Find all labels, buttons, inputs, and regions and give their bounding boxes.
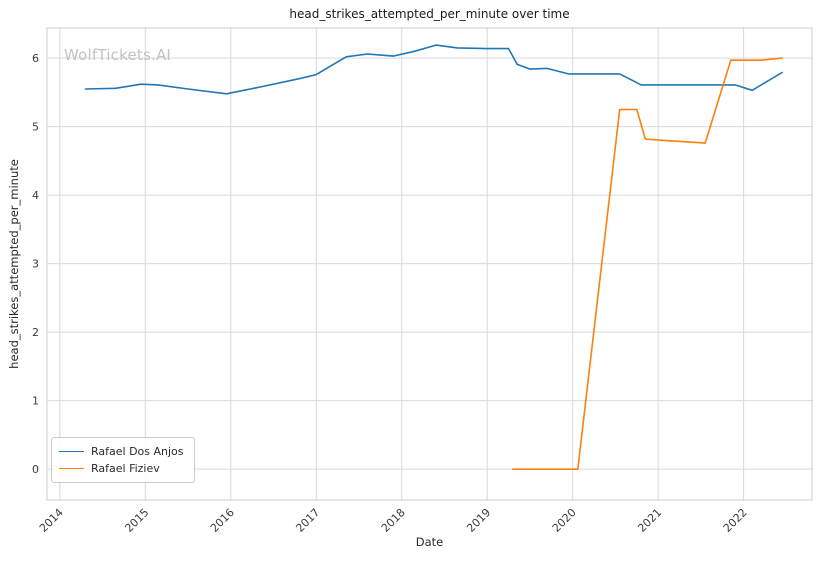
legend: Rafael Dos Anjos Rafael Fiziev xyxy=(51,437,195,483)
x-tick-label: 2021 xyxy=(635,506,664,535)
y-tick-label: 2 xyxy=(32,326,39,339)
y-tick-label: 6 xyxy=(32,52,39,65)
x-tick-label: 2016 xyxy=(208,506,237,535)
legend-item-rafael-fiziev: Rafael Fiziev xyxy=(59,460,184,477)
y-tick-label: 3 xyxy=(32,258,39,271)
watermark: WolfTickets.AI xyxy=(64,46,172,64)
x-tick-label: 2022 xyxy=(721,506,750,535)
plot-border xyxy=(46,27,813,501)
series-line-1 xyxy=(511,57,783,471)
x-tick-label: 2017 xyxy=(293,506,322,535)
y-tick-label: 1 xyxy=(32,395,39,408)
chart-title: head_strikes_attempted_per_minute over t… xyxy=(289,7,570,21)
x-tick-label: 2015 xyxy=(122,506,151,535)
series-line-0 xyxy=(84,44,783,95)
x-tick-label: 2019 xyxy=(464,506,493,535)
y-tick-label: 4 xyxy=(32,189,39,202)
legend-label: Rafael Dos Anjos xyxy=(91,445,184,458)
legend-line-sample-orange xyxy=(59,468,84,469)
legend-item-rafael-dos-anjos: Rafael Dos Anjos xyxy=(59,443,184,460)
y-axis-label: head_strikes_attempted_per_minute xyxy=(7,159,21,369)
x-tick-label: 2020 xyxy=(550,506,579,535)
legend-line-sample-blue xyxy=(59,451,84,452)
legend-label: Rafael Fiziev xyxy=(91,462,160,475)
y-tick-label: 5 xyxy=(32,121,39,134)
x-tick-label: 2018 xyxy=(379,506,408,535)
x-tick-label: 2014 xyxy=(37,506,66,535)
y-tick-label: 0 xyxy=(32,463,39,476)
x-axis-label: Date xyxy=(415,535,444,549)
